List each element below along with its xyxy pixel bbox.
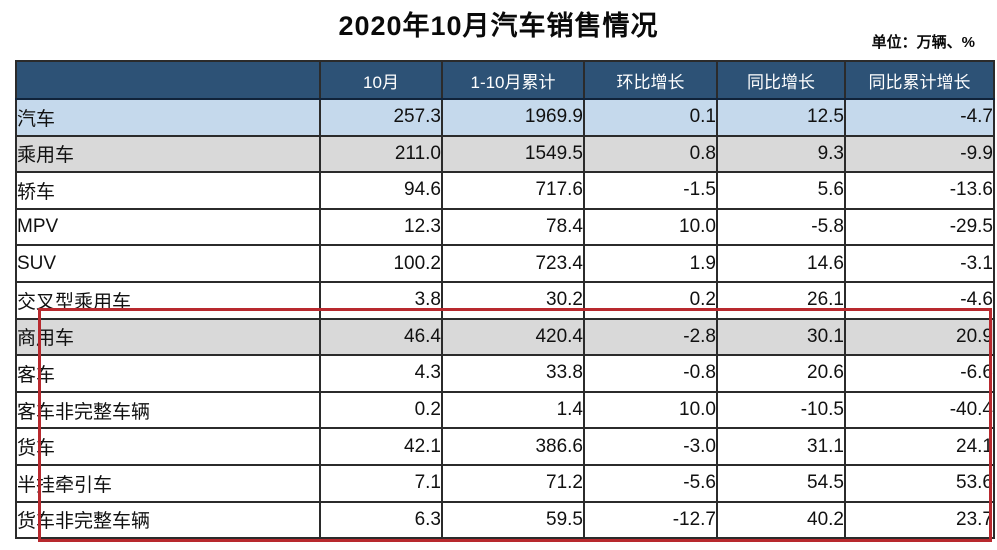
data-cell: 14.6 [716, 244, 846, 283]
data-cell: 257.3 [319, 98, 443, 137]
data-cell: -12.7 [583, 500, 718, 540]
data-cell: 420.4 [441, 317, 585, 357]
data-cell: 1969.9 [441, 98, 585, 137]
data-cell: 10.0 [583, 207, 718, 247]
table-body: 汽车 257.3 1969.9 0.1 12.5 -4.7 乘用车 211.0 1549.5 0.… [15, 98, 995, 540]
data-cell: -2.8 [583, 317, 718, 357]
data-cell: 7.1 [319, 463, 443, 503]
data-cell: 6.3 [319, 500, 443, 540]
table-row: MPV 12.3 78.4 10.0 -5.8 -29.5 [15, 207, 995, 247]
category-column-header [15, 60, 321, 100]
column-header: 同比累计增长 [844, 60, 995, 100]
table-row: 货车非完整车辆 6.3 59.5 -12.7 40.2 23.7 [15, 500, 995, 540]
page-title: 2020年10月汽车销售情况 [338, 11, 659, 41]
data-cell: 0.8 [583, 134, 718, 174]
data-cell: 20.9 [844, 317, 995, 357]
data-cell: 723.4 [441, 244, 585, 283]
column-header: 环比增长 [583, 60, 718, 100]
data-cell: 5.6 [716, 171, 846, 210]
row-label: 交叉型乘用车 [15, 280, 321, 320]
row-label: 半挂牵引车 [15, 463, 321, 503]
data-cell: 30.2 [441, 280, 585, 320]
data-cell: 33.8 [441, 354, 585, 393]
data-cell: -3.1 [844, 244, 995, 283]
table-row: 乘用车 211.0 1549.5 0.8 9.3 -9.9 [15, 134, 995, 174]
data-cell: -4.7 [844, 98, 995, 137]
data-cell: 0.1 [583, 98, 718, 137]
data-cell: -13.6 [844, 171, 995, 210]
data-cell: 54.5 [716, 463, 846, 503]
data-cell: 12.3 [319, 207, 443, 247]
column-header: 1-10月累计 [441, 60, 585, 100]
data-cell: 10.0 [583, 390, 718, 430]
data-cell: 717.6 [441, 171, 585, 210]
data-cell: 42.1 [319, 427, 443, 466]
data-cell: 53.6 [844, 463, 995, 503]
row-label: 客车非完整车辆 [15, 390, 321, 430]
data-cell: -9.9 [844, 134, 995, 174]
data-cell: -5.6 [583, 463, 718, 503]
data-cell: 4.3 [319, 354, 443, 393]
data-cell: 12.5 [716, 98, 846, 137]
table-row: 半挂牵引车 7.1 71.2 -5.6 54.5 53.6 [15, 463, 995, 503]
table-row: 客车 4.3 33.8 -0.8 20.6 -6.6 [15, 354, 995, 393]
data-cell: 40.2 [716, 500, 846, 540]
data-cell: -1.5 [583, 171, 718, 210]
data-cell: 78.4 [441, 207, 585, 247]
vehicle-sales-table: 10月 1-10月累计 环比增长 同比增长 同比累计增长 汽车 257.3 1969.9 0.… [15, 60, 995, 540]
data-cell: 1549.5 [441, 134, 585, 174]
table-row: 轿车 94.6 717.6 -1.5 5.6 -13.6 [15, 171, 995, 210]
row-label: 乘用车 [15, 134, 321, 174]
data-cell: 1.9 [583, 244, 718, 283]
data-cell: -0.8 [583, 354, 718, 393]
row-label: 轿车 [15, 171, 321, 210]
data-cell: 211.0 [319, 134, 443, 174]
row-label: 客车 [15, 354, 321, 393]
table-row: 交叉型乘用车 3.8 30.2 0.2 26.1 -4.6 [15, 280, 995, 320]
data-cell: -10.5 [716, 390, 846, 430]
data-cell: 3.8 [319, 280, 443, 320]
table-row: 商用车 46.4 420.4 -2.8 30.1 20.9 [15, 317, 995, 357]
table-row: SUV 100.2 723.4 1.9 14.6 -3.1 [15, 244, 995, 283]
data-cell: -4.6 [844, 280, 995, 320]
unit-label: 单位：万辆、% [871, 34, 975, 51]
table-row: 货车 42.1 386.6 -3.0 31.1 24.1 [15, 427, 995, 466]
data-cell: 0.2 [319, 390, 443, 430]
data-cell: 59.5 [441, 500, 585, 540]
row-label: SUV [15, 244, 321, 283]
table-row: 汽车 257.3 1969.9 0.1 12.5 -4.7 [15, 98, 995, 137]
row-label: 货车 [15, 427, 321, 466]
data-cell: 31.1 [716, 427, 846, 466]
table-header: 10月 1-10月累计 环比增长 同比增长 同比累计增长 [15, 60, 995, 100]
data-cell: -5.8 [716, 207, 846, 247]
data-cell: 71.2 [441, 463, 585, 503]
data-cell: 23.7 [844, 500, 995, 540]
data-cell: 100.2 [319, 244, 443, 283]
data-cell: 94.6 [319, 171, 443, 210]
data-cell: 1.4 [441, 390, 585, 430]
data-cell: 46.4 [319, 317, 443, 357]
row-label: 商用车 [15, 317, 321, 357]
data-cell: 9.3 [716, 134, 846, 174]
data-cell: 0.2 [583, 280, 718, 320]
data-cell: 386.6 [441, 427, 585, 466]
column-header: 10月 [319, 60, 443, 100]
data-cell: -3.0 [583, 427, 718, 466]
row-label: 汽车 [15, 98, 321, 137]
data-cell: 26.1 [716, 280, 846, 320]
data-cell: 24.1 [844, 427, 995, 466]
data-cell: -29.5 [844, 207, 995, 247]
data-cell: 30.1 [716, 317, 846, 357]
table-row: 客车非完整车辆 0.2 1.4 10.0 -10.5 -40.4 [15, 390, 995, 430]
table-header-row: 10月 1-10月累计 环比增长 同比增长 同比累计增长 [15, 60, 995, 100]
data-cell: -40.4 [844, 390, 995, 430]
row-label: MPV [15, 207, 321, 247]
column-header: 同比增长 [716, 60, 846, 100]
data-cell: -6.6 [844, 354, 995, 393]
data-cell: 20.6 [716, 354, 846, 393]
row-label: 货车非完整车辆 [15, 500, 321, 540]
